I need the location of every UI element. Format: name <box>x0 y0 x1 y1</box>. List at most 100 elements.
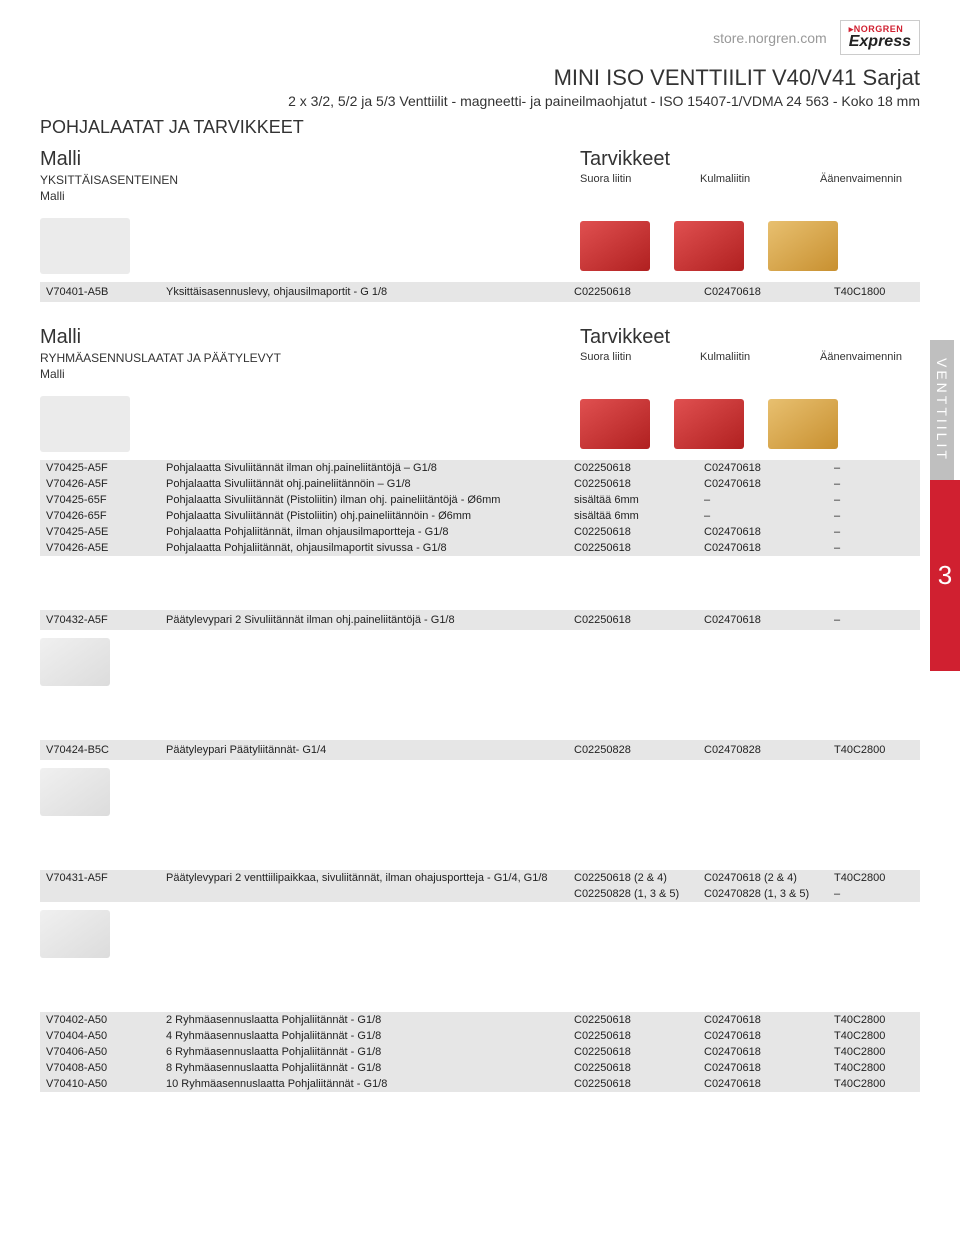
col-aanenv: Äänenvaimennin <box>820 173 920 186</box>
logo: ▸NORGREN Express <box>840 20 920 55</box>
fitting-thumb-3 <box>768 221 838 271</box>
thumb-row-1 <box>40 218 920 274</box>
cell-model: V70431-A5F <box>46 872 166 884</box>
tarv-right: Tarvikkeet Suora liitin Kulmaliitin Ääne… <box>580 148 920 186</box>
cell-desc: Yksittäisasennuslevy, ohjausilmaportit -… <box>166 286 574 298</box>
cell-b: C02470618 <box>704 1078 834 1090</box>
cell-desc: 10 Ryhmäasennuslaatta Pohjaliitännät - G… <box>166 1078 574 1090</box>
table-1: V70401-A5BYksittäisasennuslevy, ohjausil… <box>40 282 920 302</box>
label-yksittais: YKSITTÄISASENTEINEN <box>40 173 580 189</box>
cell-a: C02250618 <box>574 1046 704 1058</box>
model-tarv-row-2: Malli RYHMÄASENNUSLAATAT JA PÄÄTYLEVYT M… <box>40 326 920 382</box>
cell-model: V70426-65F <box>46 510 166 522</box>
cell-b: – <box>704 494 834 506</box>
cell-desc: Pohjalaatta Pohjaliitännät, ilman ohjaus… <box>166 526 574 538</box>
cell-desc: 8 Ryhmäasennuslaatta Pohjaliitännät - G1… <box>166 1062 574 1074</box>
side-tab: VENTTIILIT 3 <box>930 340 960 671</box>
cell-model: V70425-A5F <box>46 462 166 474</box>
cell-b: C02470618 <box>704 526 834 538</box>
cell-a: C02250618 <box>574 1078 704 1090</box>
tarv-cols-2: Suora liitin Kulmaliitin Äänenvaimennin <box>580 351 920 364</box>
cell-c: – <box>834 614 914 626</box>
cell-model: V70425-65F <box>46 494 166 506</box>
label-malli-sub: Malli <box>40 189 580 205</box>
section-heading: POHJALAATAT JA TARVIKKEET <box>40 117 920 138</box>
cell-b: C02470618 (2 & 4) <box>704 872 834 884</box>
label-ryhma: RYHMÄASENNUSLAATAT JA PÄÄTYLEVYT <box>40 351 580 367</box>
cell-model: V70401-A5B <box>46 286 166 298</box>
table-row: V70426-65FPohjalaatta Sivuliitännät (Pis… <box>40 508 920 524</box>
cell-b: C02470618 <box>704 542 834 554</box>
store-url: store.norgren.com <box>713 30 827 46</box>
cell-c: T40C2800 <box>834 744 914 756</box>
title-block: MINI ISO VENTTIILIT V40/V41 Sarjat 2 x 3… <box>40 65 920 109</box>
table-6: V70402-A502 Ryhmäasennuslaatta Pohjaliit… <box>40 1012 920 1092</box>
cell-model: V70402-A50 <box>46 1014 166 1026</box>
side-label-venttiilit: VENTTIILIT <box>930 340 954 480</box>
table-row: V70402-A502 Ryhmäasennuslaatta Pohjaliit… <box>40 1012 920 1028</box>
tarv-right-2: Tarvikkeet Suora liitin Kulmaliitin Ääne… <box>580 326 920 364</box>
cell-b: C02470618 <box>704 1014 834 1026</box>
page-subtitle: 2 x 3/2, 5/2 ja 5/3 Venttiilit - magneet… <box>40 93 920 109</box>
cell-a: C02250618 <box>574 1062 704 1074</box>
cell-b: C02470618 <box>704 462 834 474</box>
product-thumb-4 <box>40 768 110 816</box>
fitting-thumb-1 <box>580 221 650 271</box>
cell-model: V70410-A50 <box>46 1078 166 1090</box>
table-row: V70425-65FPohjalaatta Sivuliitännät (Pis… <box>40 492 920 508</box>
model-left-2: Malli RYHMÄASENNUSLAATAT JA PÄÄTYLEVYT M… <box>40 326 580 382</box>
cell-b: C02470618 <box>704 1062 834 1074</box>
table-row: V70406-A506 Ryhmäasennuslaatta Pohjaliit… <box>40 1044 920 1060</box>
table-row: V70425-A5EPohjalaatta Pohjaliitännät, il… <box>40 524 920 540</box>
cell-model: V70432-A5F <box>46 614 166 626</box>
cell-c: T40C2800 <box>834 1030 914 1042</box>
cell-a: C02250618 <box>574 1014 704 1026</box>
cell-desc: Pohjalaatta Sivuliitännät (Pistoliitin) … <box>166 494 574 506</box>
cell-a: C02250618 <box>574 614 704 626</box>
cell-a: C02250618 <box>574 462 704 474</box>
label-malli-2: Malli <box>40 326 580 349</box>
label-malli-sub-2: Malli <box>40 367 580 383</box>
cell-a: C02250618 (2 & 4) <box>574 872 704 884</box>
table-3: V70432-A5FPäätylevypari 2 Sivuliitännät … <box>40 610 920 686</box>
fitting-thumb-4 <box>580 399 650 449</box>
cell-desc: 4 Ryhmäasennuslaatta Pohjaliitännät - G1… <box>166 1030 574 1042</box>
cell-b: C02470618 <box>704 478 834 490</box>
cell-c: – <box>834 462 914 474</box>
model-tarv-row-1: Malli YKSITTÄISASENTEINEN Malli Tarvikke… <box>40 148 920 204</box>
cell-b: C02470618 <box>704 614 834 626</box>
model-left: Malli YKSITTÄISASENTEINEN Malli <box>40 148 580 204</box>
label-malli: Malli <box>40 148 580 171</box>
cell-desc: 2 Ryhmäasennuslaatta Pohjaliitännät - G1… <box>166 1014 574 1026</box>
cell-c: T40C2800 <box>834 1046 914 1058</box>
col-aanenv-2: Äänenvaimennin <box>820 351 920 364</box>
table-row: V70424-B5CPäätyleypari Päätyliitännät- G… <box>40 740 920 760</box>
fitting-thumb-2 <box>674 221 744 271</box>
tarv-cols: Suora liitin Kulmaliitin Äänenvaimennin <box>580 173 920 186</box>
table-row: V70425-A5FPohjalaatta Sivuliitännät ilma… <box>40 460 920 476</box>
product-thumb-3 <box>40 638 110 686</box>
table-row: V70426-A5EPohjalaatta Pohjaliitännät, oh… <box>40 540 920 556</box>
cell-c: – <box>834 526 914 538</box>
logo-express: Express <box>849 34 911 50</box>
cell-model: V70426-A5E <box>46 542 166 554</box>
cell-b: C02470828 (1, 3 & 5) <box>704 888 834 900</box>
cell-b: C02470618 <box>704 286 834 298</box>
cell-a: C02250618 <box>574 286 704 298</box>
label-tarvikkeet: Tarvikkeet <box>580 148 920 171</box>
cell-b: C02470618 <box>704 1030 834 1042</box>
header: store.norgren.com ▸NORGREN Express <box>40 20 920 55</box>
cell-c: T40C2800 <box>834 1014 914 1026</box>
table-row: V70432-A5FPäätylevypari 2 Sivuliitännät … <box>40 610 920 630</box>
cell-a: sisältää 6mm <box>574 510 704 522</box>
fitting-thumb-6 <box>768 399 838 449</box>
cell-desc: Päätylevypari 2 Sivuliitännät ilman ohj.… <box>166 614 574 626</box>
thumb-group-2 <box>580 399 920 449</box>
cell-c: – <box>834 542 914 554</box>
cell-desc: Pohjalaatta Sivuliitännät ilman ohj.pain… <box>166 462 574 474</box>
cell-a: C02250618 <box>574 478 704 490</box>
cell-model: V70404-A50 <box>46 1030 166 1042</box>
cell-desc: Pohjalaatta Sivuliitännät ohj.paineliitä… <box>166 478 574 490</box>
table-row: C02250828 (1, 3 & 5)C02470828 (1, 3 & 5)… <box>40 886 920 902</box>
label-tarvikkeet-2: Tarvikkeet <box>580 326 920 349</box>
